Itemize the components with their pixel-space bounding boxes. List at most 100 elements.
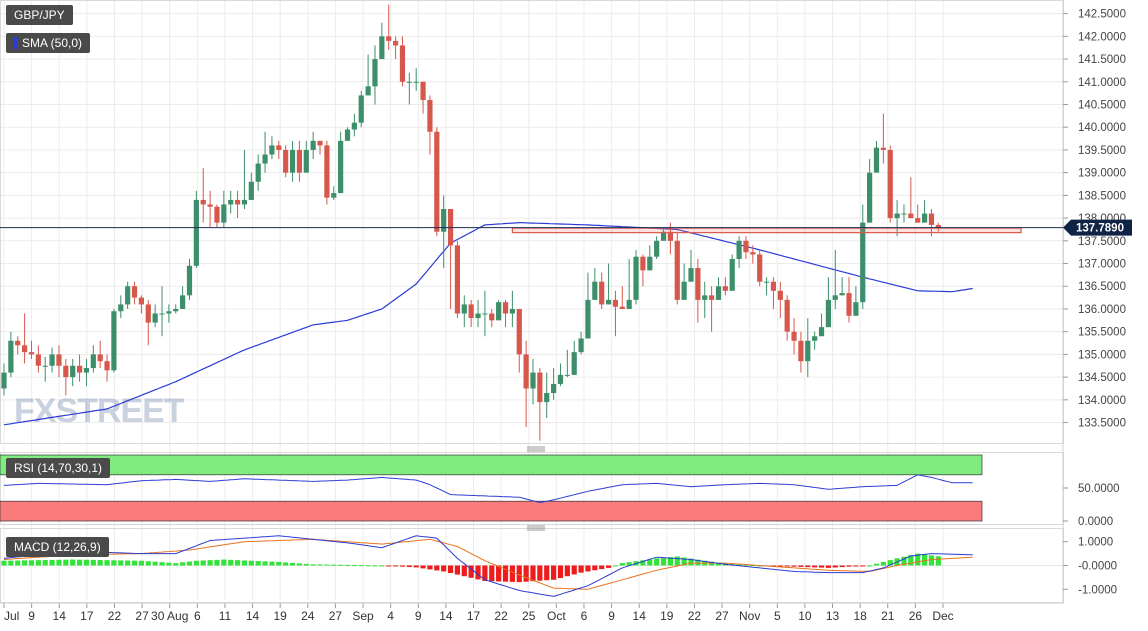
candle-body	[221, 204, 227, 223]
candle-body	[626, 299, 632, 309]
macd-histogram-bar	[56, 559, 62, 566]
candle-body	[42, 365, 48, 367]
macd-histogram-bar	[8, 560, 14, 566]
macd-histogram-bar	[296, 563, 303, 566]
candle-body	[496, 302, 502, 321]
macd-histogram-bar	[289, 562, 296, 566]
candle-body	[832, 295, 838, 300]
macd-histogram-bar	[427, 565, 433, 570]
candle-body	[825, 299, 831, 328]
macd-histogram-bar	[798, 565, 804, 567]
candle-body	[35, 354, 41, 366]
candle-body	[928, 213, 935, 225]
candle-body	[674, 240, 680, 300]
time-tick-label: 4	[387, 609, 394, 623]
resistance-zone	[511, 227, 1022, 234]
candle-body	[56, 354, 62, 366]
candle-body	[935, 224, 941, 228]
price-tick-label: 137.0000	[1078, 259, 1126, 271]
candle-body	[660, 231, 667, 241]
macd-histogram-bar	[269, 561, 275, 566]
macd-histogram-bar	[255, 561, 261, 566]
candle-body	[331, 193, 337, 198]
candle-body	[8, 340, 14, 373]
candle-body	[839, 293, 845, 296]
macd-histogram-bar	[647, 559, 653, 566]
macd-histogram-bar	[853, 565, 859, 567]
candle-body	[193, 199, 199, 266]
macd-histogram-bar	[592, 565, 598, 571]
macd-label: MACD (12,26,9)	[14, 540, 101, 554]
candle-body	[667, 231, 673, 241]
candle-body	[921, 213, 928, 223]
candle-body	[571, 352, 577, 375]
rsi-tag[interactable]: RSI (14,70,30,1)	[6, 458, 111, 478]
candle-body	[770, 281, 777, 291]
candle-body	[351, 122, 357, 130]
macd-histogram-bar	[791, 565, 797, 567]
macd-histogram-bar	[551, 565, 557, 580]
macd-histogram-bar	[832, 565, 838, 568]
rsi-label: RSI (14,70,30,1)	[14, 461, 103, 475]
macd-histogram-bar	[441, 565, 447, 572]
macd-histogram-bar	[846, 565, 852, 567]
macd-tick-label: 1.0000	[1078, 537, 1113, 549]
macd-histogram-bar	[111, 560, 117, 566]
time-tick-label: 27	[329, 609, 343, 623]
candle-body	[709, 295, 715, 300]
macd-histogram-bar	[571, 565, 577, 575]
macd-histogram-bar	[83, 559, 90, 566]
macd-histogram-bar	[42, 560, 48, 566]
candle-body	[145, 304, 151, 323]
price-tick-label: 142.5000	[1078, 9, 1126, 21]
sma-tag[interactable]: SMA (50,0)	[6, 33, 91, 53]
macd-histogram-bar	[173, 563, 179, 566]
candle-body	[324, 145, 330, 198]
candle-body	[344, 129, 351, 141]
candles	[1, 4, 941, 441]
candle-body	[750, 252, 756, 255]
candle-body	[22, 345, 28, 353]
time-tick-label: 30 Aug	[151, 609, 188, 623]
candle-body	[715, 286, 722, 300]
symbol-tag[interactable]: GBP/JPY	[6, 5, 73, 25]
macd-tag[interactable]: MACD (12,26,9)	[6, 537, 109, 557]
macd-histogram-bar	[887, 560, 893, 566]
candle-body	[537, 372, 543, 403]
macd-histogram-bar	[867, 565, 873, 567]
candle-body	[784, 299, 790, 332]
macd-histogram-bar	[502, 565, 509, 582]
candle-body	[63, 365, 69, 378]
candle-body	[640, 256, 646, 271]
price-tick-label: 135.0000	[1078, 349, 1126, 361]
macd-histogram-bar	[523, 565, 529, 582]
macd-histogram-bar	[901, 556, 907, 566]
candle-body	[544, 393, 550, 403]
macd-histogram-bar	[715, 562, 722, 566]
macd-histogram-bar	[928, 555, 935, 566]
time-tick-label: Oct	[547, 609, 566, 623]
time-tick-label: Dec	[932, 609, 953, 623]
price-tick-label: 138.5000	[1078, 190, 1126, 202]
candle-body	[152, 313, 158, 323]
rsi-line	[3, 474, 973, 504]
macd-histogram-bar	[303, 563, 309, 566]
candle-body	[702, 295, 708, 300]
macd-histogram-bar	[338, 564, 344, 566]
macd-histogram-bar	[145, 561, 151, 566]
macd-histogram-bar	[605, 565, 612, 568]
candle-body	[125, 286, 131, 305]
candle-body	[557, 374, 564, 384]
macd-histogram-bar	[228, 559, 234, 566]
macd-histogram-bar	[434, 565, 440, 571]
macd-histogram-bar	[619, 563, 625, 566]
candle-body	[159, 313, 165, 315]
time-tick-label: 27	[715, 609, 729, 623]
time-tick-label: 14	[439, 609, 453, 623]
macd-histogram-bar	[276, 561, 282, 566]
time-tick-label: 22	[108, 609, 122, 623]
macd-histogram-bar	[63, 559, 69, 566]
candle-body	[489, 313, 495, 321]
candle-body	[873, 147, 880, 173]
candle-body	[915, 218, 921, 223]
